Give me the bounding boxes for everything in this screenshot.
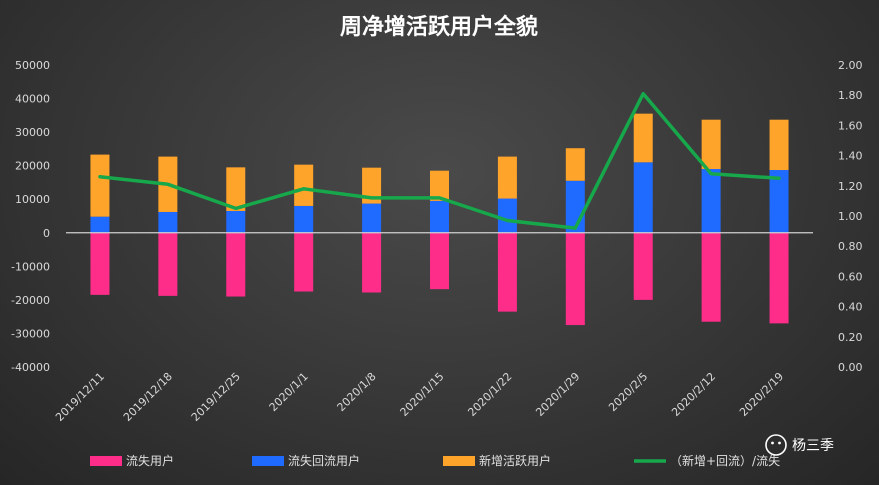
x-tick-label: 2020/1/15 [398,370,447,419]
ratio-point [302,187,306,191]
plot-area: -40000 -30000 -20000 -10000 0 10000 20000 30000… [11,59,862,424]
y-right-tick-label: 2.00 [838,59,863,72]
y-right-tick-label: 0.40 [838,301,863,314]
bar-new-active-users [701,119,721,170]
watermark-name: 杨三季 [792,438,834,454]
bar-new-active-users [226,167,246,211]
x-tick-label: 2019/12/25 [189,370,243,424]
legend-label: 流失用户 [126,453,174,468]
y-left-tick-label: 20000 [15,160,50,173]
bar-churned-users [362,232,382,293]
bar-new-active-users [430,170,449,201]
x-tick-label: 2020/1/29 [533,370,582,419]
bar-returning-users [497,198,517,233]
bar-new-active-users [294,164,314,206]
bar-returning-users [226,210,246,233]
y-left-tick-label: -30000 [11,327,50,340]
bar-returning-users [769,170,789,233]
y-left-tick-label: -20000 [11,294,50,307]
y-left-tick-label: 40000 [15,93,50,106]
legend-label: 新增活跃用户 [479,453,551,468]
y-right-tick-label: 0.80 [838,240,863,253]
bar-returning-users [90,216,110,233]
ratio-point [98,175,102,179]
bar-churned-users [565,232,585,326]
y-right-tick-label: 1.80 [838,89,863,102]
ratio-point [370,196,374,200]
watermark: 杨三季 [765,434,834,456]
y-right-tick-label: 0.60 [838,270,863,283]
y-left-tick-label: 10000 [15,193,50,206]
ratio-point [573,226,577,230]
bar-churned-users [497,232,517,312]
bar-new-active-users [565,148,585,181]
chart-title: 周净增活跃用户全貌 [340,14,538,40]
y-right-tick-label: 1.40 [838,150,863,163]
bar-returning-users [430,200,449,233]
x-tick-label: 2019/12/18 [121,370,175,424]
bar-returning-users [294,205,314,233]
ratio-point [234,206,238,210]
ratio-point [166,182,170,186]
x-tick-label: 2019/12/11 [53,370,107,424]
ratio-point [641,92,645,96]
ratio-point [777,176,781,180]
y-right-tick-label: 0.00 [838,361,863,374]
legend-swatch [252,456,284,466]
y-left-tick-label: 50000 [15,59,50,72]
bar-new-active-users [497,156,517,199]
ratio-point [709,172,713,176]
ratio-point [438,196,441,200]
bar-returning-users [362,203,382,233]
y-right-tick-label: 1.60 [838,119,863,132]
bar-churned-users [430,232,449,290]
y-right-tick-label: 1.20 [838,180,863,193]
legend-swatch [443,456,475,466]
bar-churned-users [226,232,246,297]
bar-churned-users [701,232,721,322]
legend: 流失用户 流失回流用户 新增活跃用户 （新增+回流）/流失 [90,453,780,468]
y-left-tick-label: -10000 [11,260,50,273]
y-right-tick-label: 1.00 [838,210,863,223]
legend-swatch [90,456,122,466]
bar-new-active-users [362,167,382,204]
y-right-tick-label: 0.20 [838,331,863,344]
y-left-tick-label: 0 [43,227,50,240]
bar-returning-users [701,169,721,233]
x-tick-label: 2020/1/22 [465,370,514,419]
x-tick-label: 2020/2/12 [669,370,718,419]
wechat-icon [765,434,787,456]
bar-churned-users [90,232,110,295]
ratio-point [505,219,509,223]
x-tick-label: 2020/1/1 [267,370,311,414]
x-tick-label: 2020/1/8 [335,370,379,414]
x-tick-label: 2020/2/5 [606,370,650,414]
bar-returning-users [158,211,178,233]
bar-new-active-users [633,113,653,163]
legend-label: 流失回流用户 [288,453,360,468]
y-left-tick-label: 30000 [15,126,50,139]
legend-label: （新增+回流）/流失 [670,453,780,468]
bar-returning-users [633,162,653,233]
bar-new-active-users [90,154,110,217]
bar-churned-users [294,232,314,292]
bar-churned-users [633,232,653,300]
bar-new-active-users [769,119,789,171]
y-left-tick-label: -40000 [11,361,50,374]
x-tick-label: 2020/2/19 [737,370,786,419]
bar-churned-users [769,232,789,324]
bar-churned-users [158,232,178,296]
